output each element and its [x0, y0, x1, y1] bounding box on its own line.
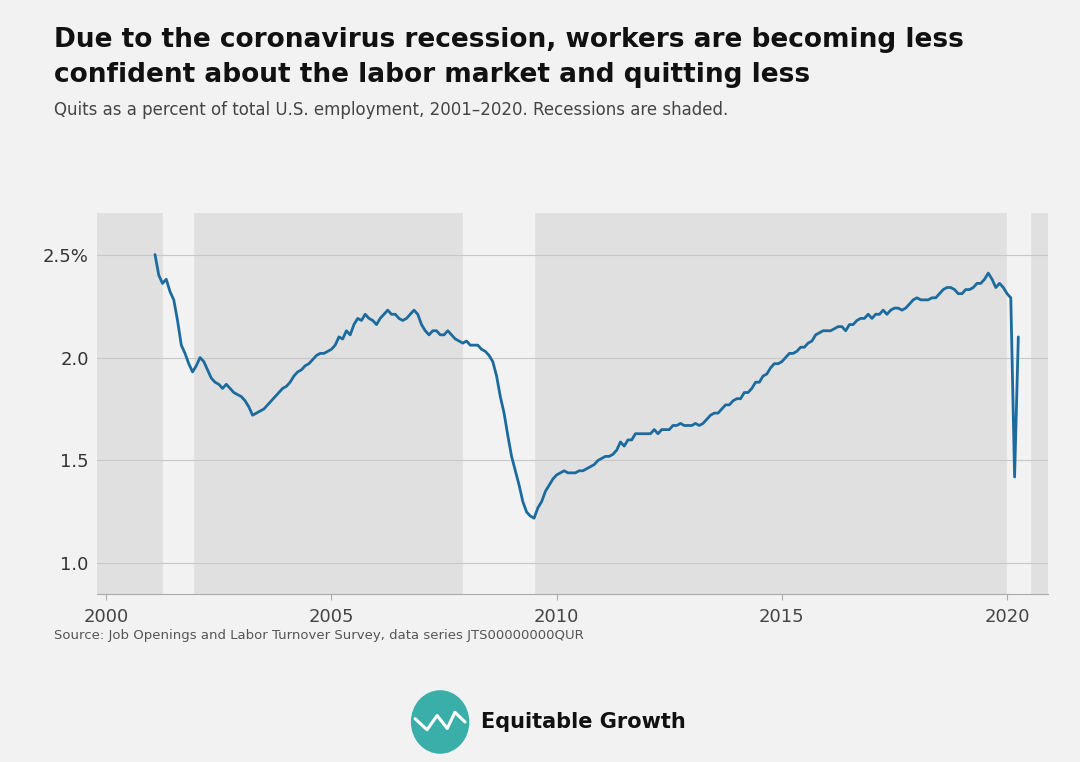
Bar [463, 213, 535, 594]
Text: Source: Job Openings and Labor Turnover Survey, data series JTS00000000QUR: Source: Job Openings and Labor Turnover … [54, 629, 584, 642]
Text: Equitable Growth: Equitable Growth [481, 712, 686, 732]
Bar [162, 213, 192, 594]
Circle shape [411, 691, 469, 753]
Bar [1007, 213, 1029, 594]
Text: Quits as a percent of total U.S. employment, 2001–2020. Recessions are shaded.: Quits as a percent of total U.S. employm… [54, 101, 728, 119]
Text: Due to the coronavirus recession, workers are becoming less: Due to the coronavirus recession, worker… [54, 27, 963, 53]
Text: confident about the labor market and quitting less: confident about the labor market and qui… [54, 62, 810, 88]
